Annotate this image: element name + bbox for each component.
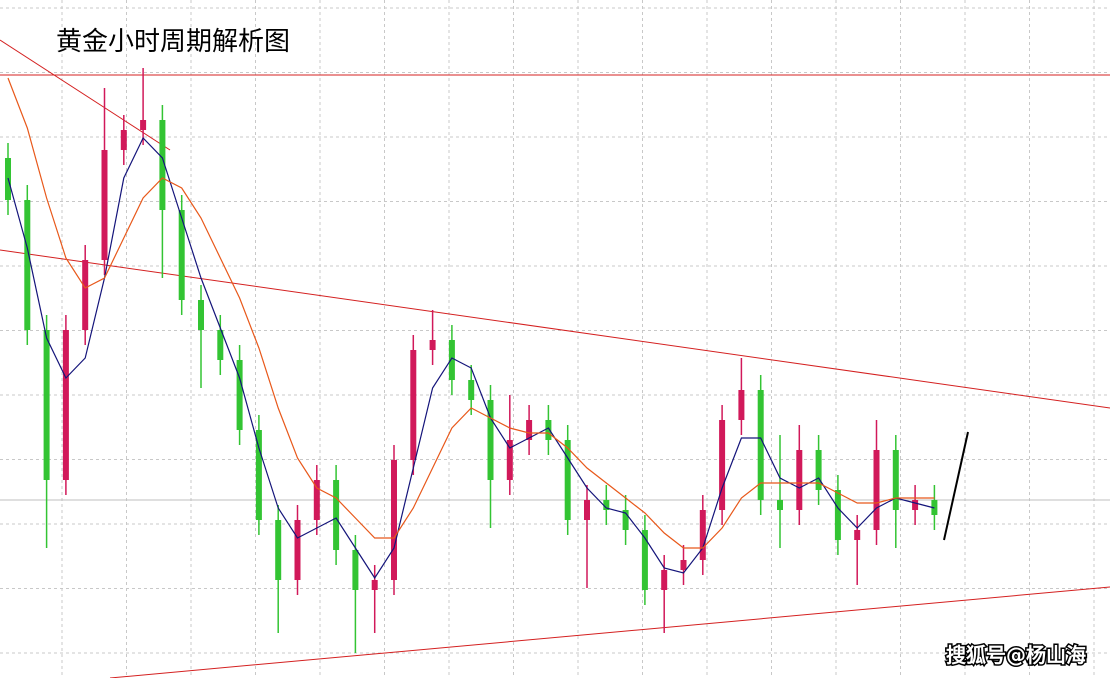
candle-body: [719, 420, 726, 510]
trend-line: [0, 39, 171, 151]
candle-body: [738, 390, 745, 420]
candle-body: [854, 530, 861, 540]
moving-average: [7, 77, 935, 549]
candle-body: [603, 500, 610, 510]
upper-trend-line: [0, 249, 1110, 409]
candle-body: [159, 120, 166, 210]
moving-average: [7, 136, 935, 580]
candle-body: [912, 500, 919, 510]
candle-body: [661, 570, 668, 590]
candle-body: [255, 430, 262, 520]
candle-body: [333, 480, 340, 550]
candle-body: [82, 260, 89, 330]
candle-body: [140, 120, 147, 130]
candle-body: [564, 440, 571, 520]
candle-body: [120, 130, 127, 150]
candle-body: [62, 330, 69, 480]
candle-body: [680, 560, 687, 570]
lower-trend-line: [109, 586, 1110, 678]
candle-body: [506, 440, 513, 480]
candle-body: [198, 300, 204, 330]
candle-body: [391, 460, 397, 580]
candle-body: [410, 350, 417, 460]
candle-body: [352, 550, 359, 590]
candle-body: [448, 340, 455, 380]
candle-body: [217, 330, 224, 360]
candle-body: [236, 360, 243, 430]
projection-line: [943, 431, 969, 541]
candle-body: [24, 200, 31, 330]
candle-body: [101, 150, 108, 260]
candle-body: [834, 490, 841, 540]
candle-body: [757, 390, 764, 500]
candle-body: [777, 500, 783, 510]
candle-body: [429, 340, 436, 350]
candle-body: [622, 510, 629, 530]
watermark: 搜狐号@杨山海: [946, 643, 1086, 667]
candle-body: [43, 330, 50, 480]
candle-body: [275, 520, 282, 580]
chart-title: 黄金小时周期解析图: [56, 27, 290, 57]
candle-body: [892, 450, 899, 510]
candle-body: [487, 400, 494, 480]
candle-body: [294, 520, 301, 580]
candle-body: [371, 580, 378, 590]
candle-body: [313, 480, 320, 520]
candle-body: [796, 450, 803, 510]
candle-body: [873, 450, 880, 530]
candle-body: [699, 510, 706, 560]
candle-body: [584, 500, 590, 520]
candle-body: [545, 420, 552, 440]
candle-body: [178, 210, 185, 300]
candle-body: [641, 530, 648, 590]
candle-body: [815, 450, 822, 490]
candle-body: [468, 380, 475, 400]
candle-body: [526, 420, 533, 440]
